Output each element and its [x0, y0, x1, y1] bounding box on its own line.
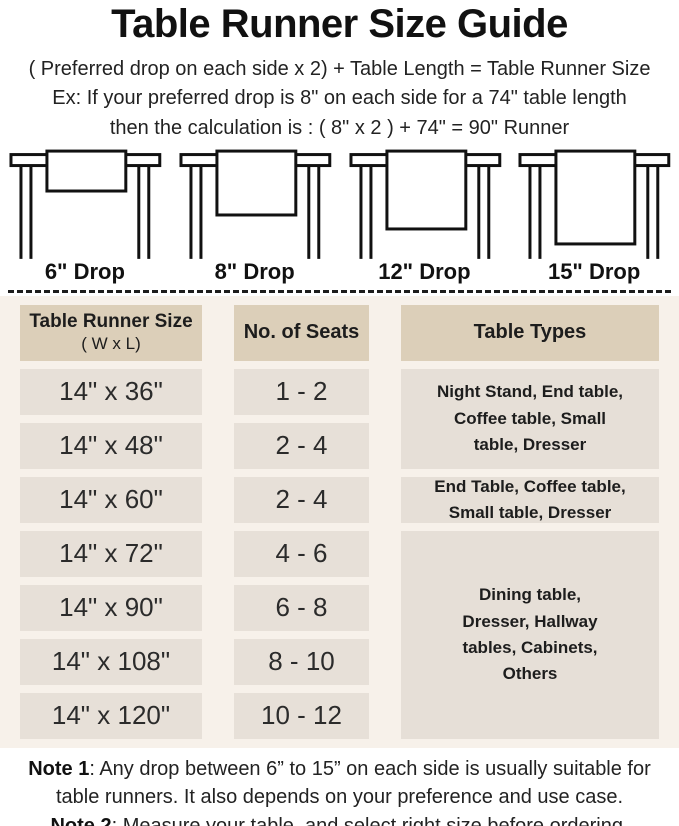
table-types-cell-large-tables: Dining table, Dresser, Hallway tables, C… — [401, 530, 659, 739]
table-runner-diagram-15in — [509, 149, 679, 259]
seats-cell: 1 - 2 — [234, 368, 369, 415]
size-cell: 14" x 108" — [20, 638, 202, 685]
size-table-section: Table Runner Size ( W x L) No. of Seats … — [0, 295, 679, 748]
seats-cell: 2 - 4 — [234, 422, 369, 469]
note-2-label: Note 2 — [50, 814, 112, 826]
drop-labels-row: 6" Drop 8" Drop 12" Drop 15" Drop — [0, 259, 679, 284]
table-runner-diagram-8in — [170, 149, 340, 259]
table-runner-drawing — [9, 149, 162, 259]
note-2-text: : Measure your table, and select right s… — [111, 814, 629, 826]
header-runner-size: Table Runner Size ( W x L) — [20, 304, 202, 361]
drop-label-15in: 15" Drop — [547, 258, 641, 284]
seats-cell: 8 - 10 — [234, 638, 369, 685]
seats-cell: 4 - 6 — [234, 530, 369, 577]
table-runner-drawing — [179, 149, 332, 259]
drop-label-12in: 12" Drop — [378, 258, 471, 284]
seats-cell: 10 - 12 — [234, 692, 369, 739]
notes-block: Note 1: Any drop between 6” to 15” on ea… — [0, 748, 679, 826]
size-cell: 14" x 48" — [20, 422, 202, 469]
table-runner-drawing — [518, 149, 671, 259]
example-line-2: then the calculation is : ( 8" x 2 ) + 7… — [109, 116, 570, 139]
header-no-of-seats: No. of Seats — [234, 304, 369, 361]
note-2: Note 2: Measure your table, and select r… — [4, 812, 675, 826]
header-runner-size-title: Table Runner Size — [29, 311, 193, 333]
table-types-cell-small-tables: Night Stand, End table, Coffee table, Sm… — [401, 368, 659, 469]
table-runner-drawing — [348, 149, 501, 259]
size-cell: 14" x 60" — [20, 476, 202, 523]
size-cell: 14" x 36" — [20, 368, 202, 415]
size-cell: 14" x 90" — [20, 584, 202, 631]
table-runner-diagram-6in — [0, 149, 170, 259]
seats-cell: 2 - 4 — [234, 476, 369, 523]
note-1-text: : Any drop between 6” to 15” on each sid… — [55, 757, 651, 809]
example-line-1: Ex: If your preferred drop is 8" on each… — [52, 86, 627, 109]
header-block: Table Runner Size Guide ( Preferred drop… — [0, 0, 679, 143]
header-runner-size-sub: ( W x L) — [81, 334, 141, 354]
page-title: Table Runner Size Guide — [111, 2, 568, 46]
table-runner-diagram-12in — [340, 149, 510, 259]
formula-text: ( Preferred drop on each side x 2) + Tab… — [28, 57, 651, 80]
note-1: Note 1: Any drop between 6” to 15” on ea… — [4, 755, 675, 812]
dashed-divider — [8, 289, 671, 293]
header-table-types: Table Types — [401, 304, 659, 361]
table-types-cell-medium-tables: End Table, Coffee table, Small table, Dr… — [401, 477, 659, 523]
size-cell: 14" x 72" — [20, 530, 202, 577]
seats-cell: 6 - 8 — [234, 584, 369, 631]
size-table: Table Runner Size ( W x L) No. of Seats … — [20, 304, 659, 739]
size-cell: 14" x 120" — [20, 692, 202, 739]
drop-label-8in: 8" Drop — [214, 258, 295, 284]
drop-diagrams-row — [0, 149, 679, 259]
note-1-label: Note 1 — [28, 757, 90, 780]
drop-label-6in: 6" Drop — [44, 258, 125, 284]
